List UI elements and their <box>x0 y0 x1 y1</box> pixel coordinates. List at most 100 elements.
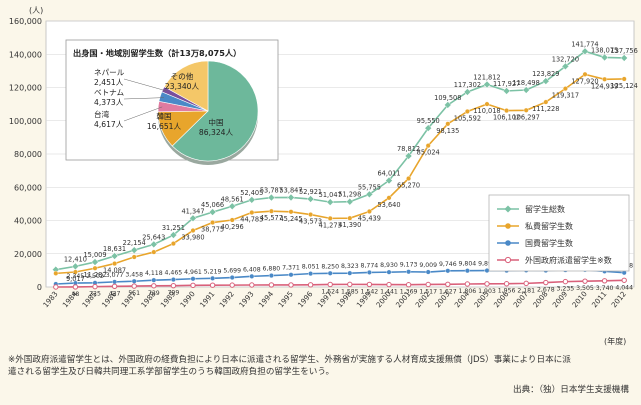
pie-label-name: ベトナム <box>94 88 125 97</box>
government-data-label: 4,961 <box>184 269 202 276</box>
pie-slice <box>171 60 259 162</box>
data-point <box>582 278 588 284</box>
data-point <box>543 279 549 286</box>
y-tick-label: 140,000 <box>9 50 42 59</box>
total-data-label: 41,347 <box>181 207 204 215</box>
pie-leader-line <box>123 97 164 100</box>
pie-label-name: 韓国 <box>156 111 171 121</box>
data-point <box>249 273 255 279</box>
data-point <box>228 202 236 211</box>
data-point <box>386 269 392 275</box>
y-tick-label: 120,000 <box>9 84 42 93</box>
data-point <box>542 77 550 85</box>
total-data-label: 31,251 <box>162 224 185 232</box>
private-data-label: 14,087 <box>103 267 126 275</box>
data-point <box>229 282 235 288</box>
foreign-gov-data-label: 1,903 <box>478 288 496 295</box>
data-point <box>562 278 569 285</box>
private-data-label: 45,245 <box>279 215 302 223</box>
data-point <box>112 261 118 267</box>
government-data-label: 3,458 <box>125 271 143 278</box>
government-data-label: 9,173 <box>400 262 418 269</box>
foreign-gov-data-label: 3,740 <box>596 285 614 292</box>
pie-label-name: ネパール <box>94 68 125 77</box>
government-data-label: 8,930 <box>380 262 398 269</box>
foreign-gov-data-label: 427 <box>109 290 121 297</box>
private-data-label: 40,296 <box>221 223 244 231</box>
data-point <box>268 282 275 288</box>
private-data-label: 125,124 <box>611 82 638 90</box>
pie-label-name: その他 <box>171 71 194 81</box>
private-data-label: 127,920 <box>571 77 598 85</box>
total-data-label: 78,812 <box>397 145 420 153</box>
pie-label-value: 4,617人 <box>94 120 124 129</box>
data-point <box>170 277 176 283</box>
data-point <box>483 80 491 89</box>
data-point <box>445 268 451 274</box>
data-point <box>502 87 511 95</box>
data-point <box>484 268 490 274</box>
data-point <box>288 209 294 215</box>
data-point <box>406 269 412 275</box>
foreign-gov-data-label: 1,524 <box>321 288 339 295</box>
line-chart: 0 20,000 40,000 60,000 80,000 100,000 120,000 1… <box>9 6 638 346</box>
footnote-line-2: 遣される留学生及び日韓共同理工系学部留学生のうち韓国政府負担の留学生をいう。 <box>8 367 335 377</box>
government-data-label: 8,774 <box>361 262 379 269</box>
foreign-gov-data-label: 1,369 <box>400 289 418 296</box>
data-point <box>365 190 374 199</box>
data-point <box>602 76 608 82</box>
y-tick-label: 100,000 <box>9 117 42 126</box>
data-point <box>53 270 59 276</box>
data-point <box>523 280 529 287</box>
total-data-label: 141,774 <box>571 40 598 48</box>
government-data-label: 8,051 <box>302 264 320 271</box>
pie-leader-line <box>123 78 167 92</box>
private-data-label: 41,273 <box>319 221 342 229</box>
pie-label-value: 23,340人 <box>165 82 200 91</box>
data-point <box>503 281 510 287</box>
total-data-label: 53,847 <box>279 186 302 194</box>
data-point <box>308 271 314 277</box>
data-point <box>72 284 79 290</box>
data-point <box>406 175 412 181</box>
data-point <box>620 54 628 62</box>
x-tick-label: 1996 <box>296 289 315 309</box>
government-data-label: 5,699 <box>223 268 241 275</box>
pie-label-value: 4,373人 <box>94 98 124 107</box>
x-tick-label: 1990 <box>178 289 197 309</box>
data-point <box>308 212 314 218</box>
foreign-gov-data-label: 48 <box>71 291 79 298</box>
data-point <box>327 281 333 288</box>
data-point <box>504 108 510 114</box>
pie-slice <box>163 60 209 112</box>
data-point <box>484 281 490 287</box>
y-tick-label: 0 <box>37 283 42 292</box>
legend-label: 私費留学生数 <box>525 221 573 231</box>
data-point <box>425 269 431 275</box>
foreign-gov-data-label: 4,044 <box>615 284 633 291</box>
x-axis-label: (年度) <box>604 336 626 346</box>
government-data-label: 5,219 <box>204 268 222 275</box>
government-data-label: 9,804 <box>459 261 477 268</box>
legend-marker <box>505 223 511 229</box>
legend-label: 外国政府派遣留学生※数 <box>525 255 612 265</box>
data-point <box>444 101 452 109</box>
series-line-3 <box>55 279 625 288</box>
total-data-label: 53,787 <box>260 187 283 195</box>
pie-label-value: 2,451人 <box>94 78 124 87</box>
government-data-label: 4,465 <box>165 270 183 277</box>
data-point <box>385 176 393 185</box>
y-tick-label: 40,000 <box>14 217 42 226</box>
private-data-label: 44,783 <box>240 216 263 224</box>
data-point <box>110 252 119 260</box>
total-data-label: 22,154 <box>123 239 146 247</box>
data-point <box>111 283 118 289</box>
total-data-label: 52,921 <box>299 188 322 196</box>
data-point <box>229 217 235 223</box>
total-data-label: 18,631 <box>103 245 126 253</box>
data-point <box>366 281 373 288</box>
total-data-label: 45,066 <box>201 201 224 209</box>
government-data-label: 6,408 <box>243 266 261 273</box>
total-data-label: 132,720 <box>552 55 579 63</box>
data-point <box>366 269 372 275</box>
